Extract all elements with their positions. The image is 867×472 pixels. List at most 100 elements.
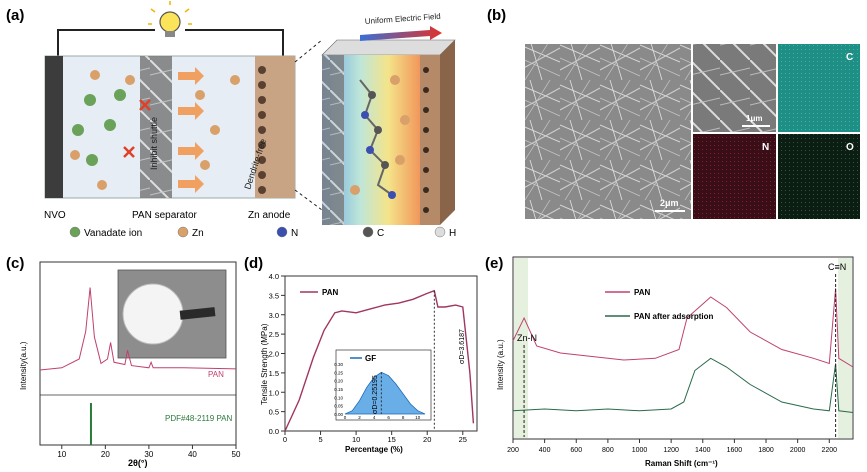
raman-ylabel: Intensity (a.u.) <box>496 339 505 390</box>
raman-series-line <box>512 288 854 368</box>
inset-xtick-label: 6 <box>387 415 390 420</box>
tensile-xtick-label: 10 <box>352 435 360 444</box>
xrd-tick-label: 10 <box>57 450 66 459</box>
tensile-xtick-label: 25 <box>459 435 467 444</box>
ion-flux-arrow-icon <box>178 67 204 193</box>
scale-main-label: 2μm <box>660 198 679 208</box>
raman-tick-label: 800 <box>602 447 614 454</box>
legend2-label: PAN after adsorption <box>634 312 714 321</box>
separator-label: PAN separator <box>132 210 198 221</box>
legend-gf-label: GF <box>365 354 376 363</box>
raman-tick-label: 2200 <box>821 447 837 454</box>
raman-tick-label: 1800 <box>758 447 774 454</box>
xrd-xlabel: 2θ(°) <box>128 458 147 468</box>
cn-band <box>838 258 852 438</box>
anode-label: Zn anode <box>248 210 291 221</box>
panel-e-label: (e) <box>485 255 503 272</box>
xrd-series-label: PAN <box>208 370 224 379</box>
raman-tick-label: 400 <box>539 447 551 454</box>
panel-e: (e) PAN PAN after adsorption Zn-N C≡N In… <box>485 255 854 468</box>
raman-series-line <box>512 357 854 413</box>
raman-xticks: 200 400 600 800 1000 1200 1400 1600 1800 2000 2200 <box>507 439 837 454</box>
raman-tick-label: 1400 <box>695 447 711 454</box>
panel-c: (c) PAN PDF#48-2119 PAN Intensity(a.u.) … <box>6 255 241 468</box>
legend-text: Vanadate ion <box>84 228 142 239</box>
legend-text: N <box>291 228 298 239</box>
legend-text: Zn <box>192 228 204 239</box>
inset-ytick-label: 0.05 <box>334 404 343 409</box>
panel-b: (b) 2μm 1μm C N O <box>487 7 860 219</box>
eds-map-n <box>693 134 776 219</box>
inset-xtick-label: 4 <box>373 415 376 420</box>
tensile-ytick-label: 3.5 <box>269 291 279 300</box>
tensile-xtick-label: 5 <box>318 435 322 444</box>
plot-e-frame <box>512 256 854 440</box>
raman-tick-label: 1000 <box>632 447 648 454</box>
xrd-tick-label: 20 <box>101 450 110 459</box>
inhibit-shuttle-label: Inhibit shuttle <box>149 117 159 170</box>
tensile-ytick-label: 0.0 <box>269 427 279 436</box>
raman-tick-label: 1600 <box>727 447 743 454</box>
map-n-label: N <box>762 142 769 153</box>
sigma-gf-label: σD=0.25195 <box>372 375 379 414</box>
separator-layer <box>140 56 172 198</box>
sem-main-image <box>525 44 691 219</box>
inset-xtick-label: 0 <box>344 415 347 420</box>
legend-swatch <box>177 226 189 238</box>
tensile-ytick-label: 2.5 <box>269 330 279 339</box>
inset-ytick-label: 0.20 <box>334 379 343 384</box>
tweezers <box>179 307 216 320</box>
znn-annotation: Zn-N <box>517 333 537 343</box>
xrd-ylabel: Intensity(a.u.) <box>19 341 28 390</box>
map-c-label: C <box>846 52 853 63</box>
xrd-xticks: 10 20 30 40 50 <box>57 445 241 459</box>
tensile-plot <box>284 289 475 432</box>
xrd-plot <box>39 287 237 445</box>
tensile-xtick-label: 20 <box>423 435 431 444</box>
xrd-tick-label: 30 <box>144 450 153 459</box>
cn-annotation: C≡N <box>828 262 846 272</box>
field-arrow-icon <box>360 26 442 41</box>
nvo-cathode <box>45 56 63 198</box>
raman-tick-label: 2000 <box>790 447 806 454</box>
inset-ytick-label: 0.30 <box>334 362 343 367</box>
panel-c-label: (c) <box>6 255 24 272</box>
xrd-tick-label: 40 <box>188 450 197 459</box>
scale-inset-label: 1μm <box>746 114 762 123</box>
panel-d-label: (d) <box>244 255 263 272</box>
tensile-xtick-label: 15 <box>387 435 395 444</box>
inset-xtick-label: 2 <box>358 415 361 420</box>
legend-swatch <box>69 226 81 238</box>
raman-tick-label: 200 <box>507 447 519 454</box>
legend1-label: PAN <box>634 288 651 297</box>
panel-b-label: (b) <box>487 7 506 24</box>
tensile-ylabel: Tensile Strength (MPa) <box>260 323 269 405</box>
panel-d: (d) PAN 0.000.050.100.150.200.250.300 2 4 6… <box>244 255 478 454</box>
plot-c-frame <box>39 261 237 446</box>
tensile-xlabel: Percentage (%) <box>345 445 403 454</box>
eds-map-o <box>778 134 860 219</box>
map-o-label: O <box>846 142 854 153</box>
eds-map-c <box>778 44 860 132</box>
legend-swatch <box>362 226 374 238</box>
legend-swatch <box>434 226 446 238</box>
uniform-field-label: Uniform Electric Field <box>365 12 441 26</box>
legend-text: C <box>377 228 384 239</box>
raman-xlabel: Raman Shift (cm⁻¹) <box>645 459 718 468</box>
tensile-ytick-label: 1.5 <box>269 369 279 378</box>
membrane-disc <box>122 283 184 345</box>
inset-ytick-label: 0.15 <box>334 387 343 392</box>
tensile-ytick-label: 3.0 <box>269 311 279 320</box>
zoom-cube <box>321 39 456 225</box>
xrd-ref-label: PDF#48-2119 PAN <box>165 414 233 423</box>
inset-ytick-label: 0.10 <box>334 395 343 400</box>
raman-tick-label: 1200 <box>663 447 679 454</box>
inset-xtick-label: 10 <box>415 415 421 420</box>
raman-tick-label: 600 <box>570 447 582 454</box>
tensile-ytick-label: 1.0 <box>269 388 279 397</box>
blocked-cross-icon <box>123 99 151 158</box>
pan-curve <box>284 289 475 432</box>
gf-inset-plot: 0.00 0.05 0.10 0.15 0.20 0.25 0.30 0 2 4 6 8 10 <box>334 362 426 420</box>
inset-ytick-label: 0.00 <box>334 412 343 417</box>
